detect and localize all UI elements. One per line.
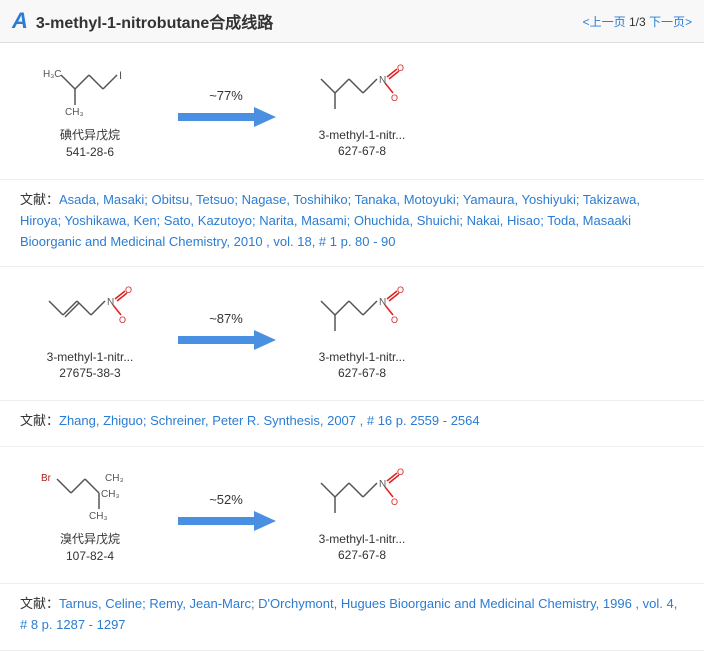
product-compound: N O O 3-methyl-1-nitr... 627-67-8 [292, 465, 432, 562]
reactant-name: 碘代异戊烷 [20, 126, 160, 143]
svg-text:O: O [391, 93, 398, 103]
yield-label: ~52% [176, 492, 276, 507]
citation-text: Asada, Masaki; Obitsu, Tetsuo; Nagase, T… [20, 192, 640, 249]
product-cas: 627-67-8 [292, 366, 432, 380]
synthesis-route: H₃C I CH₃ 碘代异戊烷 541-28-6 ~77% [0, 43, 704, 180]
svg-text:CH₃: CH₃ [105, 473, 124, 484]
citation-text: Zhang, Zhiguo; Schreiner, Peter R. Synth… [59, 413, 480, 428]
svg-text:O: O [391, 497, 398, 507]
svg-text:O: O [125, 285, 132, 295]
yield-label: ~87% [176, 311, 276, 326]
reactant-cas: 107-82-4 [20, 549, 160, 563]
svg-text:CH₃: CH₃ [65, 107, 84, 118]
product-cas: 627-67-8 [292, 144, 432, 158]
reactant-name: 3-methyl-1-nitr... [20, 350, 160, 364]
reaction-arrow-block: ~87% [176, 311, 276, 353]
arrow-icon [176, 511, 276, 531]
product-compound: N O O 3-methyl-1-nitr... 627-67-8 [292, 283, 432, 380]
structure-icon: N O O [307, 465, 417, 525]
structure-icon: H₃C I CH₃ [35, 59, 145, 119]
logo-icon: A [12, 8, 28, 34]
reactant-compound: N O O 3-methyl-1-nitr... 27675-38-3 [20, 283, 160, 380]
product-name: 3-methyl-1-nitr... [292, 532, 432, 546]
product-name: 3-methyl-1-nitr... [292, 350, 432, 364]
pagination: <上一页 1/3 下一页> [583, 13, 692, 30]
svg-text:O: O [397, 63, 404, 73]
arrow-icon [176, 107, 276, 127]
product-compound: N O O 3-methyl-1-nitr... 627-67-8 [292, 61, 432, 158]
structure-icon: N O O [35, 283, 145, 343]
reaction-arrow-block: ~52% [176, 492, 276, 534]
next-page-link[interactable]: 下一页> [649, 15, 692, 29]
svg-text:O: O [397, 467, 404, 477]
svg-text:CH₃: CH₃ [89, 511, 108, 522]
svg-text:H₃C: H₃C [43, 69, 62, 80]
svg-text:I: I [119, 70, 122, 82]
citation-text: Tarnus, Celine; Remy, Jean-Marc; D'Orchy… [20, 596, 677, 632]
yield-label: ~77% [176, 88, 276, 103]
citation-label: 文献： [20, 413, 59, 428]
svg-text:O: O [391, 315, 398, 325]
product-cas: 627-67-8 [292, 548, 432, 562]
svg-text:O: O [119, 315, 126, 325]
svg-text:CH₃: CH₃ [101, 489, 120, 500]
citation-label: 文献： [20, 596, 59, 611]
reactant-cas: 541-28-6 [20, 145, 160, 159]
structure-icon: N O O [307, 61, 417, 121]
svg-text:O: O [397, 285, 404, 295]
reactant-cas: 27675-38-3 [20, 366, 160, 380]
header-left: A 3-methyl-1-nitrobutane合成线路 [12, 8, 273, 34]
reactant-name: 溴代异戊烷 [20, 530, 160, 547]
structure-icon: Br CH₃ CH₃ CH₃ [35, 463, 145, 523]
page-header: A 3-methyl-1-nitrobutane合成线路 <上一页 1/3 下一… [0, 0, 704, 43]
synthesis-route: N O O 3-methyl-1-nitr... 27675-38-3 ~87% [0, 267, 704, 401]
reaction-row: H₃C I CH₃ 碘代异戊烷 541-28-6 ~77% [20, 59, 684, 159]
citation-block: 文献：Asada, Masaki; Obitsu, Tetsuo; Nagase… [0, 180, 704, 267]
product-name: 3-methyl-1-nitr... [292, 128, 432, 142]
prev-page-link[interactable]: <上一页 [583, 15, 626, 29]
reactant-compound: H₃C I CH₃ 碘代异戊烷 541-28-6 [20, 59, 160, 159]
reaction-arrow-block: ~77% [176, 88, 276, 130]
page-indicator: 1/3 [626, 15, 649, 29]
citation-block: 文献：Zhang, Zhiguo; Schreiner, Peter R. Sy… [0, 401, 704, 447]
citation-block: 文献：Tarnus, Celine; Remy, Jean-Marc; D'Or… [0, 584, 704, 651]
structure-icon: N O O [307, 283, 417, 343]
reaction-row: Br CH₃ CH₃ CH₃ 溴代异戊烷 107-82-4 ~52% [20, 463, 684, 563]
citation-label: 文献： [20, 192, 59, 207]
synthesis-route: Br CH₃ CH₃ CH₃ 溴代异戊烷 107-82-4 ~52% [0, 447, 704, 584]
reactant-compound: Br CH₃ CH₃ CH₃ 溴代异戊烷 107-82-4 [20, 463, 160, 563]
reaction-row: N O O 3-methyl-1-nitr... 27675-38-3 ~87% [20, 283, 684, 380]
arrow-icon [176, 330, 276, 350]
page-title: 3-methyl-1-nitrobutane合成线路 [36, 9, 273, 33]
svg-text:Br: Br [41, 473, 52, 484]
